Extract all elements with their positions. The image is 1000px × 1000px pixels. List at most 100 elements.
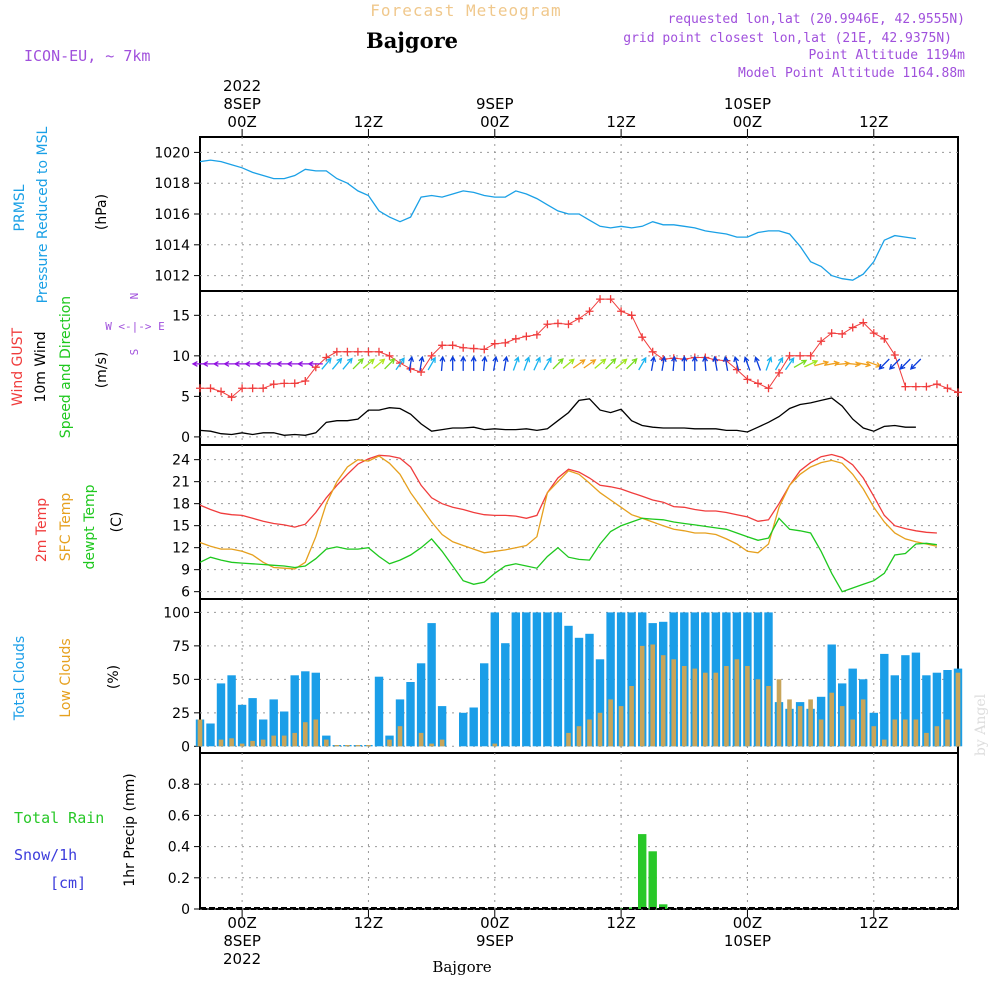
gust-marker (922, 382, 931, 391)
cloud-low-bar (218, 739, 224, 747)
cloud-low-bar (671, 659, 676, 747)
gust-marker (543, 320, 552, 329)
gust-marker (248, 384, 257, 393)
location-title: Bajgore (366, 28, 458, 53)
cloud-low-bar (682, 666, 687, 747)
wind-arrow (492, 355, 499, 371)
cloud-low-bar (281, 735, 287, 747)
cloud-low-bar (892, 719, 898, 747)
precip-unit: 1hr Precip (mm) (122, 773, 138, 886)
wind-arrow (523, 356, 531, 371)
cloud-low-bar (713, 672, 719, 747)
cloud-label-2: Low Clouds (58, 638, 74, 717)
cloud-low-bar (250, 740, 255, 747)
gust-marker (196, 384, 204, 393)
cloud-low-bar (776, 679, 782, 747)
temp-ytick-label: 12 (172, 541, 190, 557)
cloud-total-bar (616, 612, 626, 747)
cloud-low-bar (839, 706, 845, 747)
cloud-total-bar (522, 612, 531, 747)
precip-frame (199, 752, 959, 910)
cloud-label-1: Total Clouds (12, 636, 28, 721)
cloud-total-bar (848, 668, 857, 747)
cloud-total-bar (501, 643, 510, 747)
wind-label-3: Speed and Direction (58, 296, 74, 438)
cloud-total-bar (911, 652, 921, 747)
wind-arrow (671, 355, 677, 371)
gust-marker (838, 329, 847, 338)
cloud-low-bar (787, 699, 792, 747)
cloud-low-bar (618, 706, 624, 747)
cloud-total-bar (301, 671, 310, 747)
gust-marker (901, 382, 910, 391)
wind-arrow (583, 359, 597, 369)
footer-location: Bajgore (432, 958, 491, 976)
temp-label-3: dewpt Temp (82, 484, 98, 569)
cloud-total-bar (206, 723, 215, 747)
cloud-low-bar (418, 732, 424, 747)
wind-arrow (722, 355, 729, 371)
wind-frame (199, 290, 959, 446)
cloud-total-bar (227, 675, 236, 747)
cloud-low-bar (608, 699, 613, 747)
cloud-total-bar (564, 625, 573, 747)
wind-arrow (878, 358, 890, 370)
wind-ytick-label: 0 (181, 430, 190, 446)
bottom-tick-label: 8SEP (223, 932, 261, 950)
cloud-low-bar (945, 719, 950, 747)
wind-arrow (681, 355, 688, 371)
wind-arrow (888, 358, 901, 370)
wind-arrow (784, 357, 795, 371)
cloud-total-bar (901, 655, 910, 747)
wind-arrow (615, 358, 628, 369)
precip-bar (627, 907, 636, 909)
wind-arrow (470, 355, 477, 371)
wind-arrow (572, 359, 586, 369)
cloud-total-bar (280, 711, 289, 747)
watermark: by Angel (973, 693, 989, 756)
gust-marker (627, 311, 636, 320)
cloud-low-bar (639, 645, 645, 747)
cloud-total-bar (374, 676, 384, 747)
bottom-tick-label: 00Z (227, 914, 256, 932)
cloud-low-bar (650, 644, 655, 747)
gust-marker (227, 393, 236, 402)
temp-ytick-label: 24 (172, 453, 190, 469)
gust-marker (459, 343, 468, 352)
precip-bar (659, 904, 668, 909)
cloud-low-bar (808, 699, 813, 747)
wind-arrow (856, 361, 872, 368)
gust-marker (364, 347, 373, 356)
wind-arrow (439, 355, 446, 371)
temp-panel: 6 9 12 15 18 21 24 (172, 444, 959, 601)
precip-ytick-label: 0 (181, 902, 190, 918)
gust-marker (511, 334, 520, 343)
cloud-total-bar (237, 704, 247, 747)
cloud-total-bar (269, 699, 278, 747)
precip-ytick-label: 0.6 (168, 808, 190, 824)
precip-label-cm: [cm] (50, 874, 86, 892)
cloud-low-bar (313, 719, 319, 747)
gust-marker (217, 387, 226, 396)
bottom-tick-label: 12Z (606, 914, 635, 932)
wind-arrow (804, 360, 819, 368)
wind-labels: Wind GUST 10m Wind Speed and Direction (… (10, 293, 165, 439)
cloud-total-bar (427, 623, 436, 747)
gust-marker (522, 332, 531, 341)
gust-marker (280, 379, 289, 388)
temp-label-2: SFC Temp (58, 493, 74, 562)
cloud-low-bar (587, 719, 592, 747)
cloud-total-bar (437, 706, 447, 747)
bottom-tick-label: 10SEP (724, 932, 771, 950)
gust-marker (585, 307, 594, 316)
requested-coords: requested lon,lat (20.9946E, 42.9555N) (668, 12, 965, 27)
wind-arrow (793, 359, 808, 368)
pressure-ytick-label: 1016 (154, 207, 190, 223)
cloud-low-bar (734, 659, 740, 747)
pressure-unit: (hPa) (94, 194, 110, 230)
precip-panel: 0 0.2 0.4 0.6 0.8 (168, 752, 959, 918)
wind-arrow (909, 358, 922, 370)
cloud-total-bar (480, 663, 489, 747)
cloud-total-bar (595, 659, 605, 747)
